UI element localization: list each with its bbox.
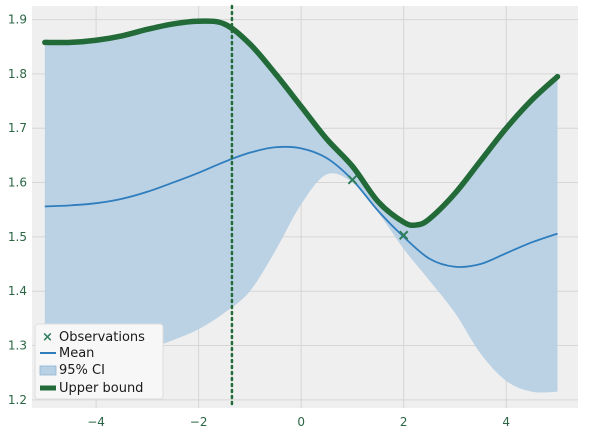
legend-observations-label: Observations [59,330,145,345]
y-tick-label: 1.9 [8,13,27,27]
y-tick-label: 1.8 [8,67,27,81]
y-tick-label: 1.7 [8,121,27,135]
ci-band [44,21,558,393]
legend-ci-swatch [39,365,57,376]
x-tick-label: −2 [190,415,208,429]
y-tick-label: 1.6 [8,176,27,190]
y-tick-labels: 1.2 1.3 1.4 1.5 1.6 1.7 1.8 1.9 [8,13,27,407]
upper-bound-line [42,18,561,229]
legend-entry-mean: Mean [40,346,94,361]
y-tick-label: 1.5 [8,230,27,244]
observations [347,175,409,240]
legend-observations-marker: × [42,330,53,345]
x-tick-labels: −4 −2 0 2 4 [87,415,510,429]
x-tick-label: 0 [297,415,305,429]
legend-upper-label: Upper bound [59,381,143,396]
y-tick-label: 1.4 [8,284,27,298]
legend-box [34,323,164,400]
legend-entry-upper-bound: Upper bound [40,381,143,396]
legend-entry-ci: 95% CI [39,363,105,378]
observation-point [347,175,358,185]
observation-point [398,230,409,240]
x-tick-label: 4 [502,415,510,429]
x-tick-label: −4 [87,415,105,429]
legend-ci-label: 95% CI [59,363,105,378]
legend: × Observations Mean 95% CI Upper bound [34,323,164,400]
legend-entry-observations: × Observations [42,330,145,345]
mean-line [44,145,558,268]
legend-mean-label: Mean [59,346,94,361]
x-tick-label: 2 [400,415,408,429]
y-tick-label: 1.2 [8,393,27,407]
y-tick-label: 1.3 [8,339,27,353]
